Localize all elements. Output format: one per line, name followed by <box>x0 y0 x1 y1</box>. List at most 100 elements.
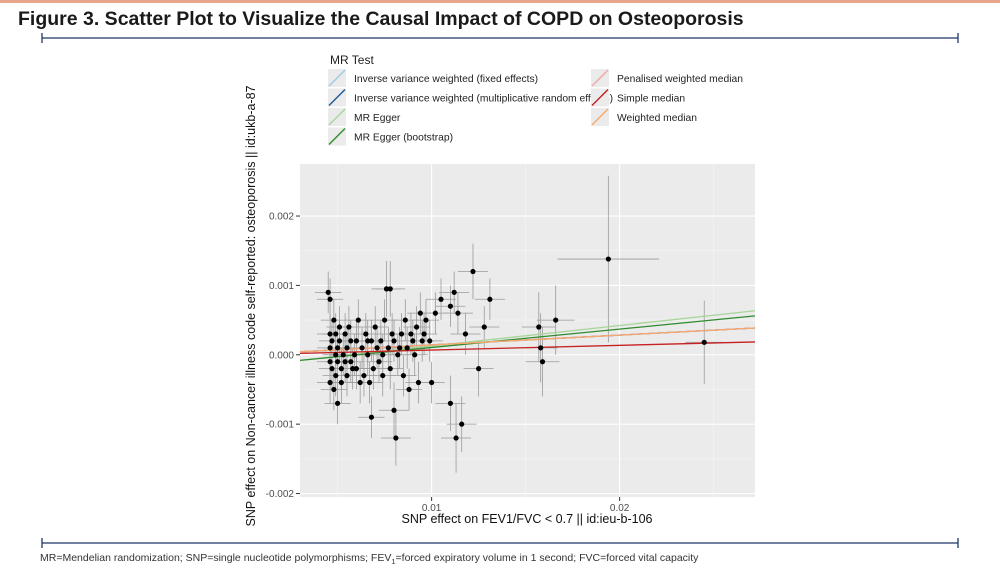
data-point <box>327 331 333 337</box>
data-point <box>410 338 416 344</box>
data-point <box>380 372 386 379</box>
data-point <box>355 317 361 323</box>
footnote-text-b: =forced expiratory volume in 1 second; F… <box>395 552 699 564</box>
y-axis-label: SNP effect on Non-cancer illness code se… <box>244 85 258 526</box>
data-point <box>331 317 337 323</box>
data-point <box>353 338 360 344</box>
data-point <box>351 352 358 358</box>
data-point <box>329 338 335 344</box>
data-point <box>365 352 371 358</box>
data-point <box>419 338 425 344</box>
data-point <box>397 345 403 351</box>
data-point <box>417 310 423 316</box>
data-point <box>423 317 429 323</box>
axes: -0.002 -0.001 0.000 0.001 0.002 0.01 0.02 <box>266 212 630 514</box>
legend-entry-label: Weighted median <box>617 113 697 124</box>
plot-panel <box>300 164 755 497</box>
data-point <box>481 324 487 330</box>
data-point <box>408 331 414 337</box>
data-point <box>372 324 378 330</box>
data-point <box>476 366 482 372</box>
data-point <box>376 359 382 365</box>
data-point <box>327 296 333 302</box>
data-point <box>329 366 335 372</box>
legend-key-line <box>328 108 346 126</box>
data-point <box>382 317 388 323</box>
figure-footnote: MR=Mendelian randomization; SNP=single n… <box>40 552 698 566</box>
data-point <box>344 345 350 351</box>
data-point <box>333 352 339 358</box>
data-point <box>335 400 341 406</box>
data-point <box>459 421 465 427</box>
data-point <box>366 379 373 386</box>
data-point <box>447 303 454 309</box>
data-point <box>380 352 386 358</box>
data-point <box>387 366 393 372</box>
data-point <box>539 359 546 365</box>
x-axis-label: SNP effect on FEV1/FVC < 0.7 || id:ieu-b… <box>402 512 653 526</box>
data-point <box>536 324 542 330</box>
legend-key-line <box>328 69 346 87</box>
data-point <box>389 331 395 337</box>
data-point <box>333 372 339 379</box>
data-point <box>415 379 422 386</box>
x-tick-label: 0.02 <box>610 503 630 514</box>
legend-entry-label: Inverse variance weighted (multiplicativ… <box>354 94 613 105</box>
data-point <box>336 324 343 330</box>
data-point <box>344 372 350 379</box>
legend-key-line <box>328 89 346 106</box>
legend-entry-label: MR Egger (bootstrap) <box>354 133 453 144</box>
legend-entry-label: Penalised weighted median <box>617 74 743 85</box>
data-point <box>336 338 343 344</box>
data-point <box>421 331 427 337</box>
data-point <box>340 352 346 358</box>
mr-lines <box>299 310 756 362</box>
data-point <box>342 359 348 365</box>
data-point <box>335 359 341 365</box>
data-point <box>325 289 331 295</box>
data-point <box>327 345 333 351</box>
data-point <box>412 352 418 358</box>
data-point <box>398 331 405 337</box>
data-point <box>348 359 354 365</box>
data-point <box>400 372 407 379</box>
header-rule <box>41 33 959 43</box>
data-point <box>346 324 352 330</box>
top-accent-rule <box>0 0 1000 3</box>
data-point <box>447 400 454 406</box>
data-point <box>429 379 435 386</box>
data-point <box>333 331 339 337</box>
data-point <box>327 359 333 365</box>
mr-line <box>299 310 756 362</box>
legend: MR Test Inverse variance weighted (fixed… <box>328 53 743 146</box>
data-points <box>325 256 707 441</box>
data-point <box>365 338 371 344</box>
legend-key-line <box>328 128 346 145</box>
data-point <box>432 310 438 316</box>
data-point <box>359 345 365 351</box>
y-tick-label: 0.001 <box>269 281 294 292</box>
data-point <box>348 338 354 344</box>
data-point <box>451 289 457 295</box>
data-point <box>335 345 341 351</box>
data-point <box>357 379 363 386</box>
x-tick-label: 0.01 <box>422 503 442 514</box>
data-point <box>391 407 397 413</box>
data-point <box>350 366 356 372</box>
data-point <box>553 317 559 323</box>
data-point <box>383 286 390 292</box>
data-point <box>455 310 461 316</box>
mr-line <box>299 315 756 362</box>
data-point <box>338 366 344 372</box>
y-tick-label: 0.000 <box>269 350 294 361</box>
legend-title: MR Test <box>330 53 374 67</box>
data-point <box>605 256 611 262</box>
y-tick-label: -0.002 <box>266 489 295 500</box>
data-point <box>438 296 444 302</box>
data-point <box>363 331 369 337</box>
data-point <box>470 268 476 275</box>
data-point <box>361 372 367 379</box>
legend-key-line <box>591 108 609 126</box>
legend-entry-label: MR Egger <box>354 113 401 124</box>
